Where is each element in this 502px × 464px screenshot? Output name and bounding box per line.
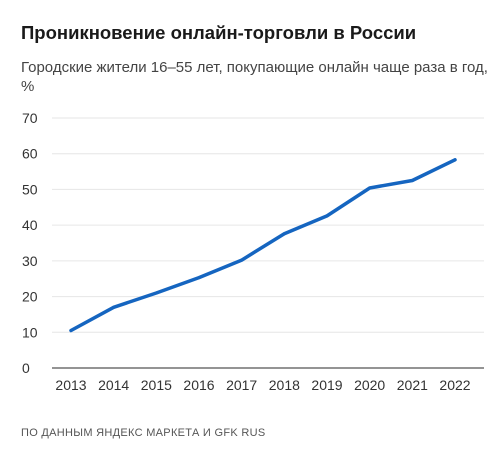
y-tick-label: 70 <box>22 110 38 126</box>
x-axis-ticks: 2013 2014 2015 2016 2017 2018 2019 2020 2021 2022 <box>55 377 470 393</box>
x-tick-label: 2021 <box>397 377 428 393</box>
y-tick-label: 50 <box>22 181 38 197</box>
grid-lines <box>52 117 484 369</box>
x-tick-label: 2015 <box>141 377 172 393</box>
data-point <box>453 158 457 162</box>
series-group <box>69 158 457 333</box>
y-tick-label: 0 <box>22 360 30 376</box>
data-point <box>368 186 372 190</box>
chart-title: Проникновение онлайн-торговли в России <box>21 22 417 43</box>
y-tick-label: 30 <box>22 253 38 269</box>
data-point <box>197 276 201 280</box>
data-point <box>154 291 158 295</box>
data-point <box>69 329 73 332</box>
x-tick-label: 2019 <box>311 377 342 393</box>
data-point <box>112 305 116 309</box>
y-tick-label: 40 <box>22 217 38 233</box>
x-tick-label: 2013 <box>55 377 86 393</box>
data-point <box>410 179 414 182</box>
source-note: ПО ДАННЫМ ЯНДЕКС МАРКЕТА И GFK RUS <box>21 427 266 439</box>
y-axis-ticks: 0 10 20 30 40 50 60 70 <box>22 110 38 376</box>
chart-subtitle: Городские жители 16–55 лет, покупающие о… <box>21 59 488 95</box>
data-point <box>282 232 286 236</box>
x-tick-label: 2020 <box>354 377 385 393</box>
y-tick-label: 10 <box>22 324 38 340</box>
x-tick-label: 2016 <box>183 377 214 393</box>
x-tick-label: 2022 <box>439 377 470 393</box>
data-point <box>325 214 329 218</box>
x-tick-label: 2017 <box>226 377 257 393</box>
x-tick-label: 2018 <box>269 377 300 393</box>
x-tick-label: 2014 <box>98 377 129 393</box>
data-point <box>240 258 244 262</box>
series-line <box>69 158 457 333</box>
y-tick-label: 20 <box>22 289 38 305</box>
y-tick-label: 60 <box>22 146 38 162</box>
